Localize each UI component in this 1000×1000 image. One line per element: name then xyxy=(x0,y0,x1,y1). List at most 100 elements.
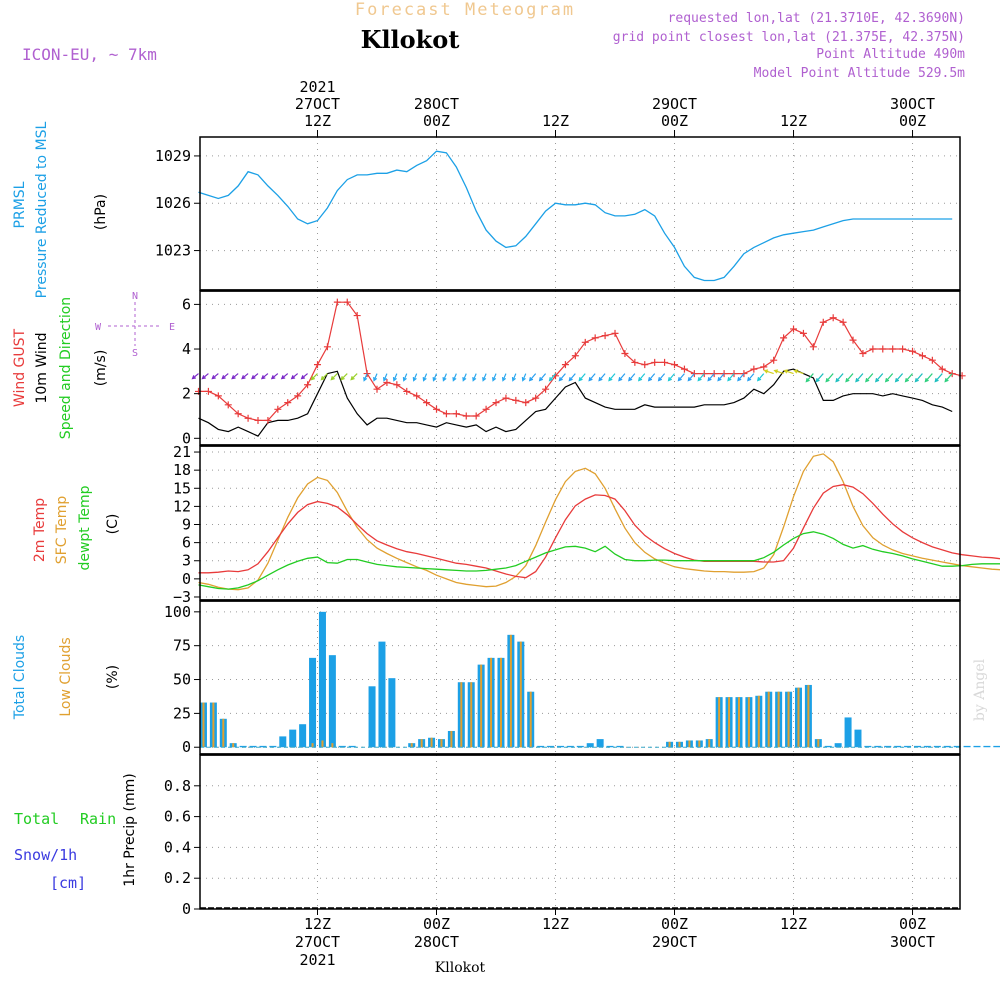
bottom-time-label: 28OCT xyxy=(414,933,459,951)
total-cloud-bar xyxy=(537,745,545,748)
gust-marker xyxy=(651,358,659,366)
y-tick-label: 1026 xyxy=(155,194,191,212)
wind-direction-arrow xyxy=(270,373,279,380)
wind-direction-arrow xyxy=(363,373,368,382)
total-cloud-bar xyxy=(983,745,991,748)
total-cloud-bar xyxy=(388,678,396,748)
wind-direction-arrow xyxy=(320,373,328,381)
y-tick-label: 25 xyxy=(173,704,191,722)
wind-direction-arrow xyxy=(944,373,953,383)
wind-direction-arrow xyxy=(687,373,695,382)
gust-marker xyxy=(869,345,877,353)
top-time-label: 12Z xyxy=(542,112,569,130)
total-cloud-bar xyxy=(943,745,951,748)
low-cloud-bar xyxy=(668,741,671,748)
y-tick-label: 1029 xyxy=(155,147,191,165)
total-cloud-bar xyxy=(854,729,862,748)
gust-marker xyxy=(522,399,530,407)
snow-label: Snow/1h xyxy=(14,846,77,864)
gust-marker xyxy=(889,345,897,353)
total-cloud-bar xyxy=(953,745,961,748)
y-tick-label: 0.8 xyxy=(164,777,191,795)
panel-frame xyxy=(199,136,961,291)
top-time-label: 00Z xyxy=(899,112,926,130)
wind-direction-arrow xyxy=(492,373,497,382)
wind-direction-arrow xyxy=(538,373,547,382)
model-altitude: Model Point Altitude 529.5m xyxy=(754,66,965,81)
gust-marker xyxy=(433,405,441,413)
total-cloud-bar xyxy=(904,745,912,748)
wind-direction-arrow xyxy=(300,373,308,380)
low-cloud-bar xyxy=(777,691,780,748)
gust-marker xyxy=(799,329,807,337)
wind-direction-arrow xyxy=(924,373,933,383)
total-cloud-bar xyxy=(606,745,614,748)
low-cloud-bar xyxy=(509,634,512,748)
wind-direction-arrow xyxy=(865,373,874,383)
gust-marker xyxy=(809,343,817,351)
wind-direction-arrow xyxy=(756,373,765,382)
total-cloud-bar xyxy=(249,745,257,748)
y-tick-label: 0.6 xyxy=(164,808,191,826)
total-cloud-bar xyxy=(616,745,624,748)
temp-2m-line xyxy=(198,484,1000,579)
gust-marker xyxy=(294,392,302,400)
forecast-title: Forecast Meteogram xyxy=(355,0,575,20)
temp-sfc-label: SFC Temp xyxy=(54,496,70,565)
gust-marker xyxy=(472,412,480,420)
gust-marker xyxy=(601,332,609,340)
low-cloud-bar xyxy=(737,697,740,748)
total-cloud-bar xyxy=(269,745,277,748)
gust-marker xyxy=(661,358,669,366)
wind-direction-arrow xyxy=(201,373,209,380)
low-cloud-bar xyxy=(757,695,760,748)
y-tick-label: 9 xyxy=(182,516,191,534)
frame-layer: 1023102610290246−30369121518210255075100… xyxy=(155,130,961,918)
compass-e: E xyxy=(169,322,175,333)
pressure-line xyxy=(198,150,953,282)
bottom-time-label: 12Z xyxy=(304,915,331,933)
top-time-label: 12Z xyxy=(780,112,807,130)
total-cloud-bar xyxy=(864,745,872,748)
bottom-time-label: 29OCT xyxy=(652,933,697,951)
gust-marker xyxy=(442,410,450,418)
gust-marker xyxy=(780,334,788,342)
gust-marker xyxy=(264,416,272,424)
wind-direction-arrow xyxy=(330,373,338,381)
total-cloud-bar xyxy=(993,745,1000,748)
wind-direction-arrow xyxy=(845,373,854,383)
wind-direction-arrow xyxy=(914,373,923,383)
wind-direction-arrow xyxy=(737,373,745,382)
panel-frame xyxy=(199,754,961,910)
low-cloud-bar xyxy=(410,743,413,748)
location-title: Kllokot xyxy=(361,25,460,54)
compass-w: W xyxy=(95,322,102,333)
low-cloud-bar xyxy=(450,730,453,748)
wind-direction-arrow xyxy=(578,373,586,382)
wind-direction-arrow xyxy=(511,373,517,382)
top-time-label: 00Z xyxy=(423,112,450,130)
wind-direction-arrow xyxy=(667,373,675,382)
low-cloud-bar xyxy=(321,740,324,748)
low-cloud-bar xyxy=(331,743,334,748)
gust-marker xyxy=(333,298,341,306)
wind-direction-arrow xyxy=(727,373,735,382)
wind-direction-arrow xyxy=(773,369,784,375)
total-cloud-bar xyxy=(378,641,386,748)
pressure-label-prmsl: PRMSL xyxy=(12,181,28,228)
gust-marker xyxy=(383,379,391,387)
low-cloud-bar xyxy=(430,737,433,748)
total-cloud-bar xyxy=(933,745,941,748)
total-cloud-bar xyxy=(338,745,346,748)
gust-marker xyxy=(591,334,599,342)
wind-direction-arrow xyxy=(677,373,685,382)
y-tick-label: 50 xyxy=(173,671,191,689)
gust-marker xyxy=(244,414,252,422)
gust-marker xyxy=(343,298,351,306)
low-cloud-bar xyxy=(698,740,701,748)
gust-marker xyxy=(928,356,936,364)
total-cloud-bar xyxy=(299,724,307,748)
gust-marker xyxy=(403,387,411,395)
total-cloud-bar xyxy=(884,745,892,748)
